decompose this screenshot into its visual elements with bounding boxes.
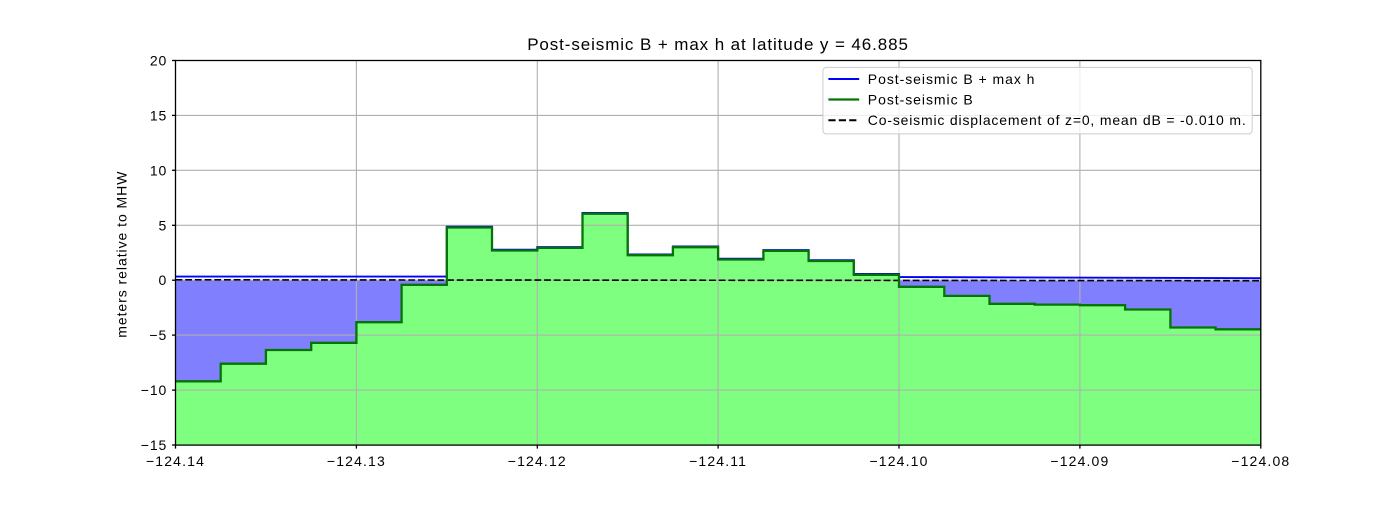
svg-text:0: 0: [159, 272, 168, 288]
svg-text:Post-seismic B: Post-seismic B: [868, 91, 974, 107]
svg-text:−124.08: −124.08: [1231, 453, 1290, 469]
svg-text:10: 10: [150, 162, 167, 178]
svg-text:−124.13: −124.13: [327, 453, 386, 469]
svg-text:−124.09: −124.09: [1050, 453, 1109, 469]
svg-text:−10: −10: [141, 382, 168, 398]
svg-text:−124.12: −124.12: [508, 453, 567, 469]
svg-text:Post-seismic B + max h at lati: Post-seismic B + max h at latitude y = 4…: [527, 35, 909, 54]
svg-text:−5: −5: [149, 327, 167, 343]
svg-text:meters relative to MHW: meters relative to MHW: [114, 171, 130, 338]
svg-text:−124.11: −124.11: [689, 453, 747, 469]
svg-text:5: 5: [159, 217, 168, 233]
svg-text:15: 15: [150, 107, 167, 123]
svg-text:Post-seismic B + max h: Post-seismic B + max h: [868, 71, 1036, 87]
svg-text:−124.10: −124.10: [869, 453, 928, 469]
svg-text:−15: −15: [141, 437, 168, 453]
svg-text:20: 20: [150, 53, 167, 69]
svg-text:−124.14: −124.14: [146, 453, 205, 469]
svg-text:Co-seismic displacement of z=0: Co-seismic displacement of z=0, mean dB …: [868, 112, 1247, 128]
